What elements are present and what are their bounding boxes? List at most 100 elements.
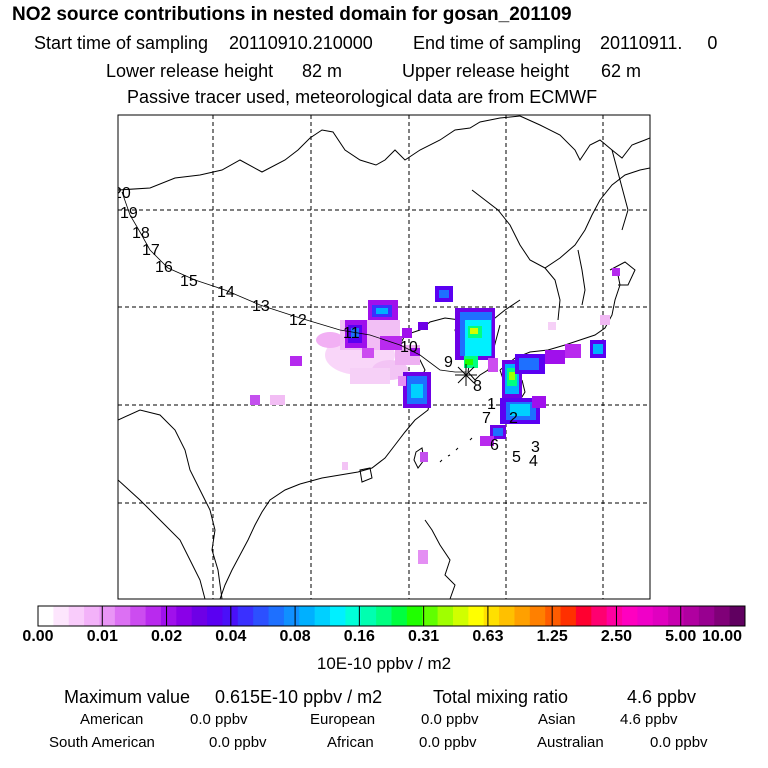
colorbar-swatch: [130, 606, 147, 626]
colorbar-swatch: [283, 606, 300, 626]
colorbar-swatch: [483, 606, 500, 626]
colorbar-tick-label: 0.02: [150, 628, 183, 645]
traj-label-19: 19: [120, 205, 138, 222]
colorbar-swatch: [529, 606, 546, 626]
region-name: American: [80, 711, 144, 728]
colorbar-swatch: [729, 606, 746, 626]
upper-height-label: Upper release height: [402, 61, 570, 81]
colorbar-swatch: [268, 606, 285, 626]
colorbar-swatch: [714, 606, 731, 626]
traj-label-20: 20: [113, 185, 131, 202]
colorbar-tick-label: 0.00: [22, 628, 54, 645]
region-name: African: [327, 734, 374, 751]
colorbar-unit: 10E-10 ppbv / m2: [316, 654, 452, 673]
colorbar-tick-label: 0.31: [408, 628, 440, 645]
traj-label-17: 17: [142, 242, 160, 259]
colorbar-swatch: [698, 606, 715, 626]
traj-label-1: 1: [487, 396, 496, 413]
traj-label-7: 7: [482, 410, 491, 427]
receptor-marker: [455, 364, 477, 386]
lower-height-value: 82 m: [302, 61, 343, 81]
colorbar-swatch: [376, 606, 392, 626]
colorbar-swatch: [575, 606, 592, 626]
end-time-value: 20110911. 0: [600, 33, 718, 53]
colorbar: [37, 605, 746, 627]
colorbar-tick-label: 0.16: [343, 628, 375, 645]
colorbar-swatch: [68, 606, 85, 626]
colorbar-swatch: [114, 606, 131, 626]
traj-label-15: 15: [180, 273, 198, 290]
colorbar-swatch: [330, 606, 346, 626]
colorbar-swatch: [606, 606, 623, 626]
region-name: South American: [49, 734, 155, 751]
traj-label-4: 4: [529, 453, 538, 470]
colorbar-swatch: [299, 606, 316, 626]
start-time-value: 20110910.210000: [229, 33, 373, 53]
end-time-label: End time of sampling: [413, 33, 582, 53]
traj-label-14: 14: [217, 284, 235, 301]
colorbar-tick-label: 0.08: [279, 628, 311, 645]
region-name: Australian: [537, 734, 604, 751]
colorbar-swatch: [683, 606, 700, 626]
traj-label-18: 18: [132, 225, 150, 242]
colorbar-tick-label: 1.25: [536, 628, 568, 645]
chart-title: NO2 source contributions in nested domai…: [12, 4, 572, 25]
total-mixing-value: 4.6 ppbv: [627, 687, 697, 707]
colorbar-swatch: [360, 606, 377, 626]
colorbar-swatch: [545, 606, 562, 626]
start-time-label: Start time of sampling: [34, 33, 209, 53]
colorbar-swatch: [253, 606, 270, 626]
colorbar-swatch: [314, 606, 331, 626]
colorbar-tick-label: 5.00: [665, 628, 697, 645]
colorbar-swatch: [391, 606, 408, 626]
region-value: 0.0 ppbv: [421, 711, 479, 728]
colorbar-tick-label: 2.50: [600, 628, 633, 645]
colorbar-tick-label: 10.00: [701, 628, 743, 645]
colorbar-swatch: [637, 606, 654, 626]
colorbar-swatch: [160, 606, 177, 626]
traj-label-16: 16: [155, 259, 173, 276]
traj-label-6: 6: [490, 437, 499, 454]
colorbar-swatch: [452, 606, 469, 626]
region-name: European: [310, 711, 376, 728]
colorbar-swatch: [84, 606, 100, 626]
region-value: 4.6 ppbv: [620, 711, 678, 728]
traj-label-13: 13: [252, 298, 270, 315]
colorbar-swatch: [591, 606, 608, 626]
colorbar-swatch: [668, 606, 685, 626]
concentration-field: [250, 268, 620, 564]
colorbar-swatch: [652, 606, 669, 626]
colorbar-swatch: [345, 606, 362, 626]
max-value-label: Maximum value: [64, 687, 191, 707]
region-value: 0.0 ppbv: [190, 711, 248, 728]
colorbar-swatch: [145, 606, 162, 626]
colorbar-swatch: [53, 606, 70, 626]
tracer-note: Passive tracer used, meteorological data…: [127, 87, 598, 107]
max-value: 0.615E-10 ppbv / m2: [215, 687, 383, 707]
traj-label-10: 10: [400, 339, 418, 356]
upper-height-value: 62 m: [601, 61, 642, 81]
traj-label-2: 2: [509, 410, 518, 427]
colorbar-swatch: [437, 606, 454, 626]
traj-label-12: 12: [289, 312, 307, 329]
lower-height-label: Lower release height: [106, 61, 274, 81]
colorbar-tick-label: 0.01: [86, 628, 118, 645]
colorbar-swatch: [499, 606, 515, 626]
colorbar-swatch: [38, 606, 54, 626]
colorbar-swatch: [514, 606, 531, 626]
trajectory-labels: 1 2 3 4 5 6 7 8 9 10 11 12 13 14 15 16 1…: [113, 185, 540, 470]
region-value: 0.0 ppbv: [419, 734, 477, 751]
colorbar-swatch: [207, 606, 223, 626]
traj-label-3: 3: [531, 439, 540, 456]
traj-label-11: 11: [343, 325, 360, 342]
traj-label-8: 8: [473, 378, 482, 395]
region-name: Asian: [538, 711, 576, 728]
colorbar-swatch: [176, 606, 193, 626]
region-value: 0.0 ppbv: [209, 734, 267, 751]
region-value: 0.0 ppbv: [650, 734, 708, 751]
traj-label-5: 5: [512, 449, 521, 466]
colorbar-swatch: [622, 606, 638, 626]
colorbar-tick-label: 0.63: [472, 628, 504, 645]
colorbar-swatch: [237, 606, 254, 626]
